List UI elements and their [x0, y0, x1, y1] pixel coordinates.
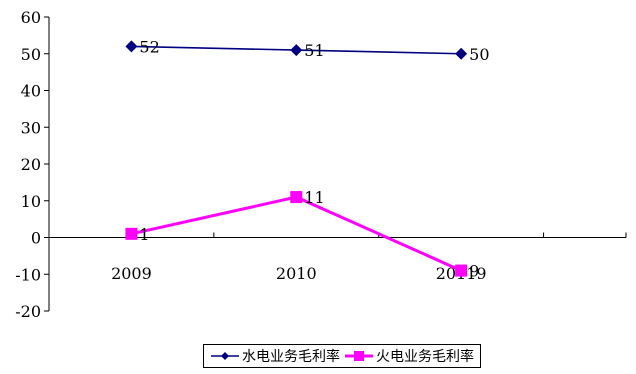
y-tick-label: 50	[21, 45, 41, 64]
data-label: 1	[139, 225, 149, 244]
y-tick-label: -20	[15, 302, 41, 321]
data-label: 51	[304, 41, 324, 60]
y-tick-label: 0	[31, 229, 41, 248]
series-line	[131, 195, 462, 272]
axes: -20-1001020304050602009201020119	[15, 8, 627, 321]
x-tick-label: 2009	[111, 264, 152, 283]
x-tick-label: 2010	[276, 264, 317, 283]
data-label: 52	[139, 37, 159, 56]
data-point-square	[125, 227, 138, 240]
y-tick-label: 40	[21, 82, 41, 101]
legend-label-hydro: 水电业务毛利率	[242, 349, 340, 365]
legend-item-thermal: 火电业务毛利率	[344, 346, 474, 366]
data-point-square	[455, 264, 468, 277]
y-tick-label: 20	[21, 155, 41, 174]
data-label: 50	[469, 45, 489, 64]
legend-label-thermal: 火电业务毛利率	[376, 349, 474, 365]
data-point-diamond	[290, 44, 303, 57]
series-hydro: 52 51 50	[125, 37, 490, 64]
legend: 水电业务毛利率 火电业务毛利率	[203, 344, 481, 368]
data-label: 9	[469, 262, 479, 281]
y-tick-label: 10	[21, 192, 41, 211]
data-point-diamond	[125, 40, 138, 53]
data-label: 11	[304, 188, 324, 207]
y-tick-label: 30	[21, 118, 41, 137]
legend-diamond-marker-icon	[211, 352, 239, 360]
legend-square-marker-icon	[345, 351, 373, 361]
legend-item-hydro: 水电业务毛利率	[210, 346, 340, 366]
data-point-square	[290, 191, 303, 204]
data-point-diamond	[455, 47, 468, 60]
y-tick-label: -10	[15, 265, 41, 284]
y-tick-label: 60	[21, 8, 41, 27]
